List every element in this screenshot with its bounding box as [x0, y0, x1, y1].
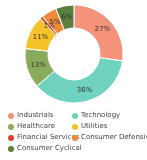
- svg-text:6%: 6%: [61, 13, 72, 21]
- svg-text:36%: 36%: [77, 86, 93, 94]
- svg-text:13%: 13%: [30, 61, 46, 69]
- html-text:Healthcare: Healthcare: [17, 122, 56, 130]
- svg-text:11%: 11%: [33, 33, 49, 41]
- html-text:Technology: Technology: [81, 111, 121, 119]
- html-text:Consumer Cyclical: Consumer Cyclical: [17, 144, 82, 152]
- svg-text:5%: 5%: [49, 18, 60, 26]
- svg-text:27%: 27%: [95, 25, 111, 33]
- svg-text:1%: 1%: [43, 22, 55, 31]
- html-text:Financial Services: Financial Services: [17, 133, 80, 141]
- html-text:Industrials: Industrials: [17, 111, 54, 119]
- html-text:Utilities: Utilities: [81, 122, 108, 130]
